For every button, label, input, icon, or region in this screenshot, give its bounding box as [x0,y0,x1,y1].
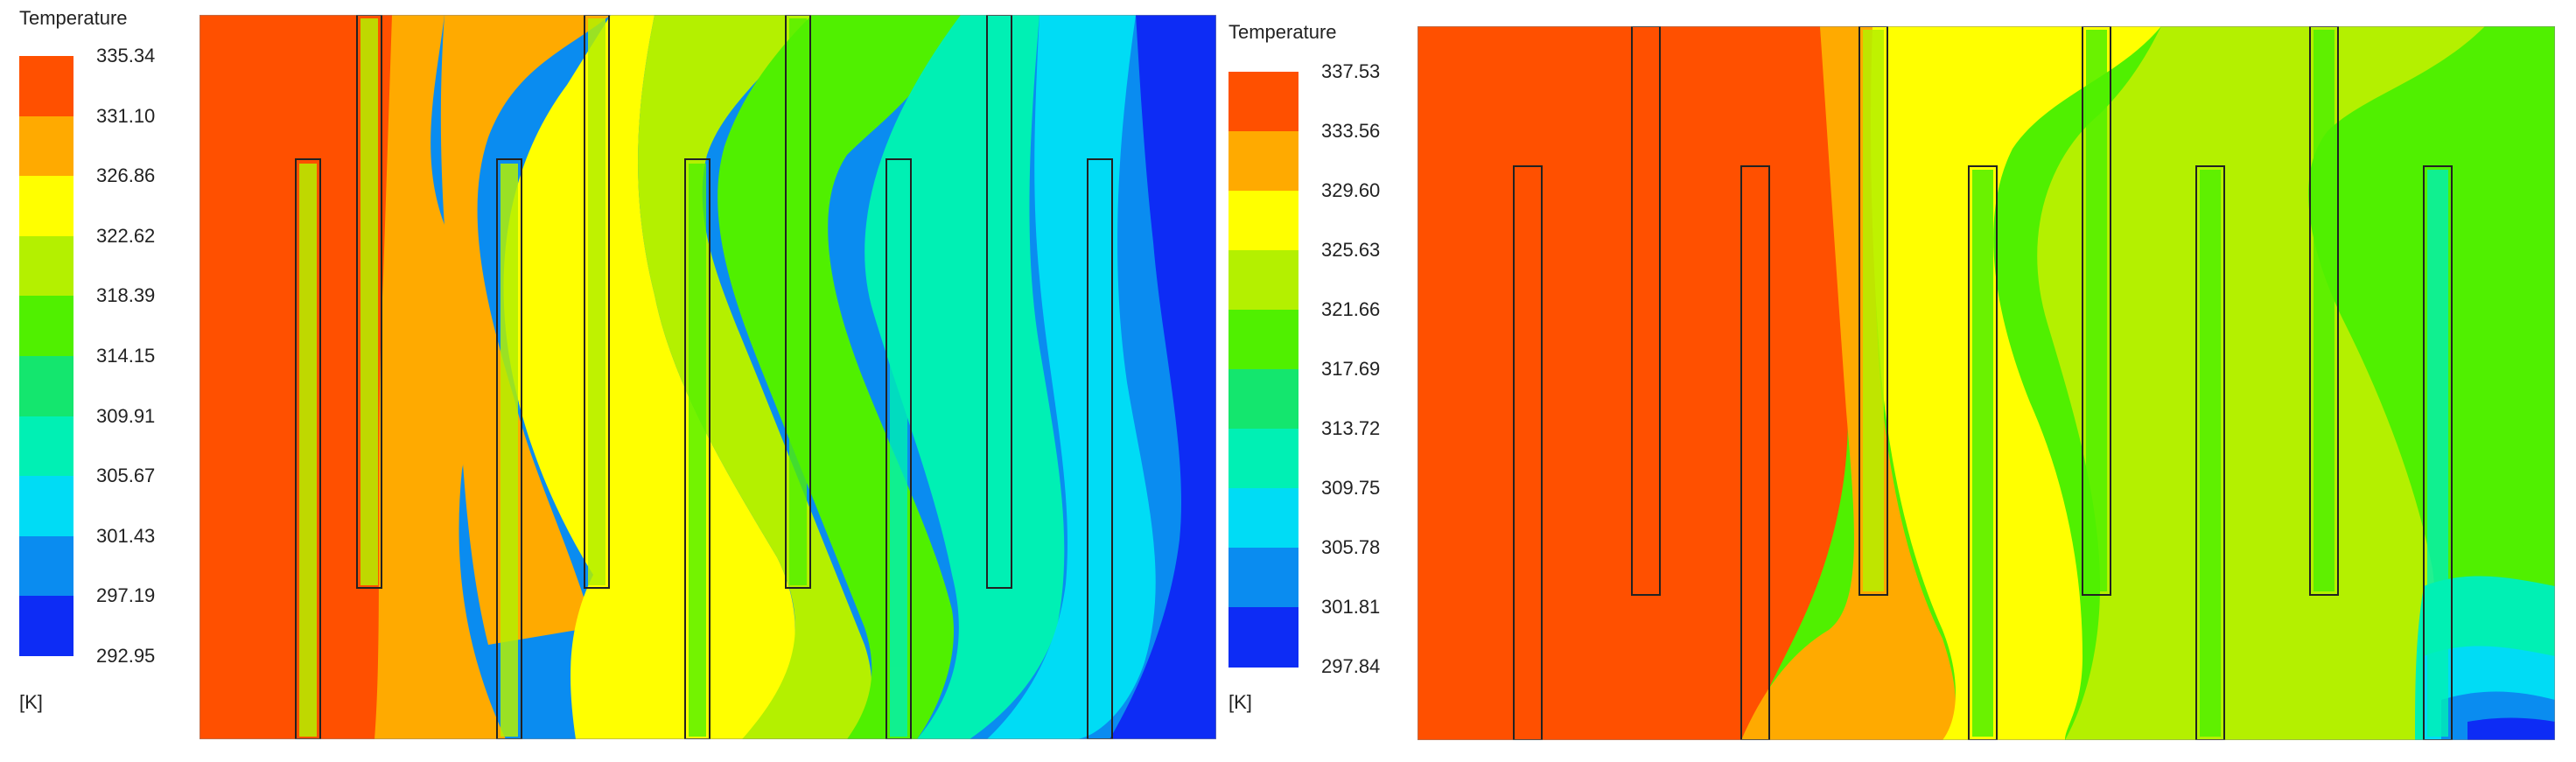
right-colorbar-swatch [1228,369,1298,430]
left-colorbar-swatch [19,115,74,177]
left-legend-title: Temperature [19,7,128,29]
left-colorbar-tick-label: 314.15 [96,345,156,367]
right-colorbar-tick-label: 329.60 [1321,179,1381,201]
right-colorbar-tick-label: 317.69 [1321,358,1381,380]
right-colorbar-swatch [1228,548,1298,608]
right-colorbar-swatch [1228,250,1298,311]
left-colorbar-swatch [19,476,74,537]
right-colorbar-swatch [1228,488,1298,549]
right-colorbar-swatch [1228,72,1298,132]
right-colorbar-tick-label: 309.75 [1321,477,1381,499]
left-colorbar-tick-label: 292.95 [96,645,156,667]
right-colorbar-tick-label: 321.66 [1321,298,1381,320]
right-colorbar-swatch [1228,191,1298,251]
left-colorbar-tick-label: 318.39 [96,284,156,307]
left-colorbar-tick-label: 331.10 [96,104,156,127]
right-colorbar-swatch [1228,131,1298,192]
left-colorbar-swatch [19,416,74,477]
right-legend-title: Temperature [1228,21,1337,43]
right-colorbar-tick-label: 337.53 [1321,60,1381,82]
right-colorbar-tick-label: 301.81 [1321,596,1381,618]
right-colorbar-swatch [1228,310,1298,370]
right-colorbar-tick-label: 313.72 [1321,417,1381,439]
left-colorbar-swatch [19,235,74,297]
left-colorbar-tick-label: 309.91 [96,404,156,427]
left-colorbar-swatch [19,56,74,117]
left-colorbar-tick-label: 305.67 [96,465,156,487]
left-colorbar-tick-label: 297.19 [96,584,156,607]
right-fin-outlines [1513,26,2453,740]
right-colorbar-tick-label: 333.56 [1321,120,1381,142]
left-legend-unit: [K] [19,691,43,713]
left-colorbar-tick-label: 326.86 [96,164,156,187]
left-legend: Temperature 335.34 331.10 326.86 322.62 318.… [0,0,188,762]
right-temperature-contour [1418,26,2555,740]
left-colorbar-tick-label: 322.62 [96,224,156,247]
left-temperature-contour [200,15,1216,739]
left-colorbar-swatch [19,356,74,417]
right-colorbar-swatch [1228,607,1298,668]
left-colorbar-tick-label: 335.34 [96,45,156,66]
right-colorbar-tick-label: 325.63 [1321,239,1381,261]
right-legend-unit: [K] [1228,691,1252,713]
right-colorbar-swatch [1228,429,1298,489]
left-colorbar-swatch [19,535,74,597]
right-colorbar-tick-label: 297.84 [1321,655,1381,677]
left-colorbar-swatch [19,176,74,237]
left-colorbar-swatch [19,596,74,657]
left-colorbar-tick-label: 301.43 [96,524,156,547]
left-fin-outlines [295,15,1113,739]
left-colorbar-swatch [19,296,74,357]
right-legend: Temperature 337.53 333.56 329.60 325.63 321.… [1225,0,1413,762]
right-colorbar-tick-label: 305.78 [1321,536,1381,558]
